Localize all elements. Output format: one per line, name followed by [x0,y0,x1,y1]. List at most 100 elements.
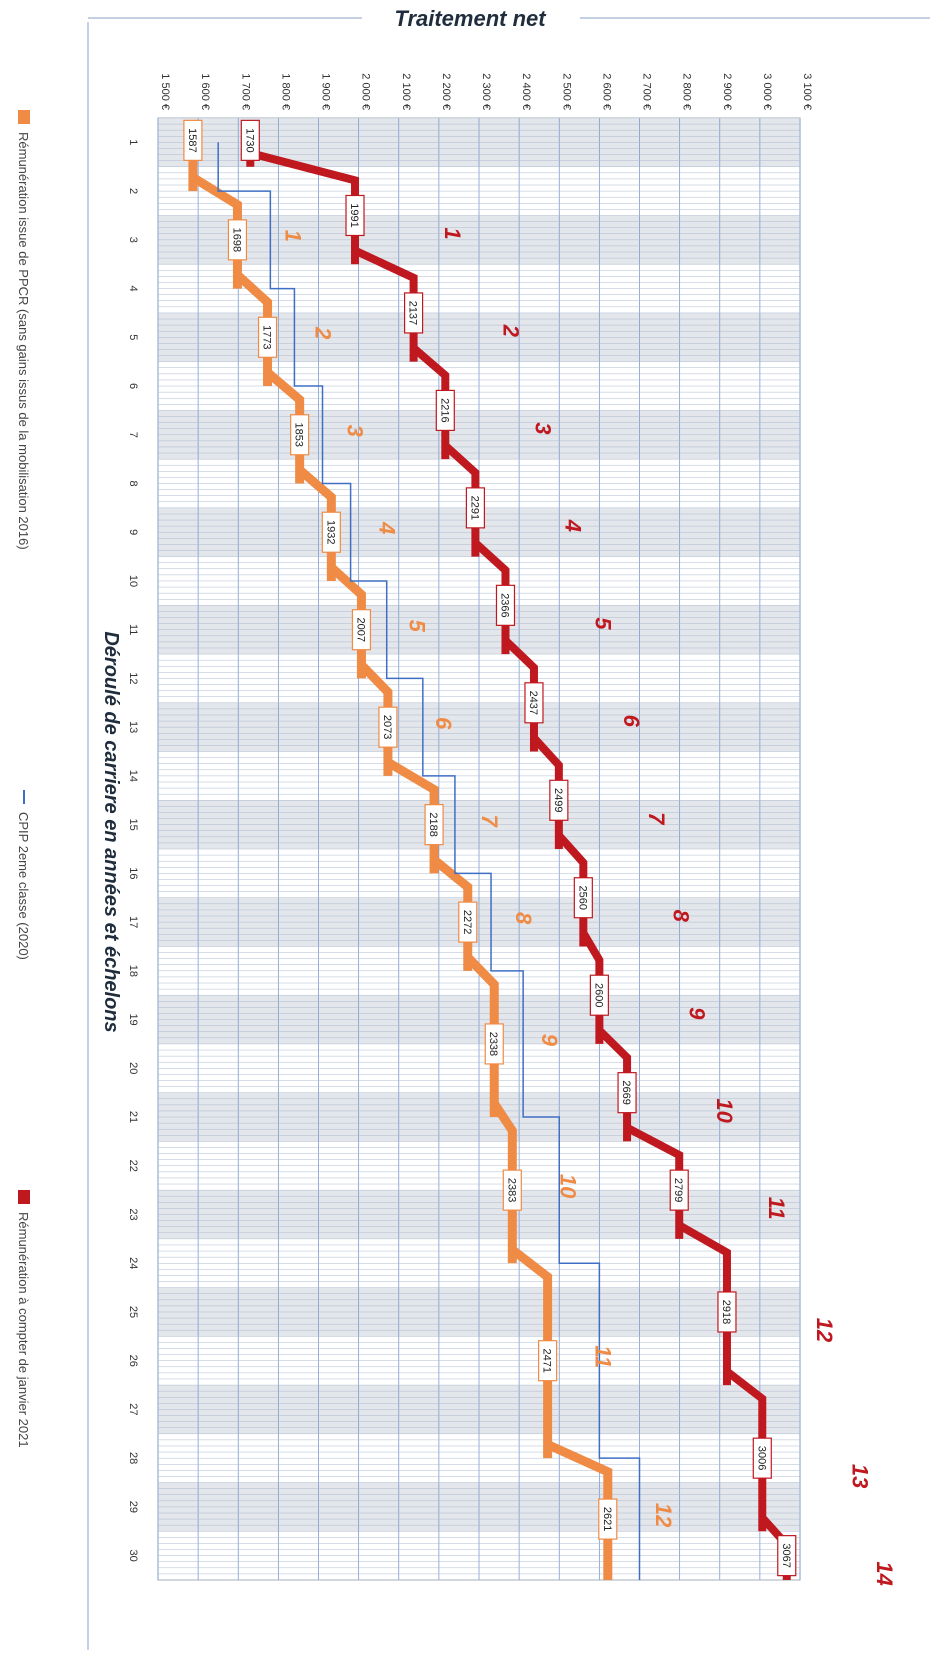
year-tick-label: 27 [127,1403,139,1415]
year-tick-group: 4 [127,286,139,292]
echelon-group: 1 [440,227,465,239]
echelon-group: 9 [684,1007,709,1020]
data-label: 2499 [552,788,564,812]
salary-tick-group: 1 800 € [279,73,291,110]
salary-tick-group: 3 100 € [801,73,813,110]
data-label: 2437 [527,691,539,715]
year-tick-label: 16 [127,867,139,879]
echelon-number: 6 [431,717,456,730]
year-tick-group: 25 [127,1306,139,1318]
data-label-group: 2007 [351,609,372,651]
salary-tick-label: 2 400 € [520,73,532,110]
salary-tick-label: 1 800 € [279,73,291,110]
salary-tick-label: 2 700 € [641,73,653,110]
data-label-box [351,609,372,651]
data-label-group: 2291 [465,487,485,529]
echelon-number: 3 [530,422,555,434]
year-tick-label: 6 [127,383,139,389]
salary-tick-label: 2 300 € [480,73,492,110]
year-tick-label: 3 [127,237,139,243]
year-tick-label: 19 [127,1013,139,1025]
year-tick-label: 25 [127,1306,139,1318]
legend-swatch [18,1190,30,1204]
data-label-group: 1698 [227,219,248,261]
salary-tick-group: 1 700 € [239,73,251,110]
year-tick-group: 19 [127,1013,139,1025]
year-tick-label: 4 [127,286,139,292]
year-tick-label: 21 [127,1111,139,1123]
data-label-group: 2137 [403,292,424,334]
year-tick-group: 18 [127,965,139,977]
salary-tick-label: 1 500 € [159,73,171,110]
year-tick-group: 15 [127,819,139,831]
echelon-group: 11 [591,1345,616,1368]
year-tick-group: 26 [127,1355,139,1367]
data-label: 2272 [461,910,473,934]
year-tick-group: 10 [127,575,139,587]
echelon-number: 11 [764,1197,789,1220]
data-label-group: 1853 [290,414,310,456]
data-label-box [465,487,485,529]
data-label-box [502,1169,522,1211]
data-label-box [617,1072,637,1114]
data-label-box [573,877,593,919]
data-label-group: 3067 [777,1535,797,1577]
data-label-group: 2669 [617,1072,637,1114]
echelon-number: 9 [684,1007,709,1020]
echelon-number: 5 [404,620,429,633]
legend-swatch [18,110,30,124]
data-label: 3006 [755,1446,767,1470]
salary-tick-group: 2 000 € [360,73,372,110]
data-label-box [752,1437,772,1479]
year-tick-group: 6 [127,383,139,389]
year-tick-group: 13 [127,721,139,733]
year-tick-label: 24 [127,1257,139,1269]
data-label-box [435,389,455,431]
data-label: 2560 [576,885,588,909]
data-label-box [669,1169,689,1211]
echelon-group: 7 [644,812,669,826]
year-tick-group: 30 [127,1550,139,1562]
data-label-box [598,1498,618,1540]
data-label-box [538,1340,558,1382]
salary-tick-label: 3 000 € [761,73,773,110]
salary-tick-label: 2 800 € [681,73,693,110]
year-tick-group: 14 [127,770,139,782]
legend-item: Rémunération à compter de janvier 2021 [16,1190,31,1448]
data-label-box [524,682,544,724]
data-label-group: 1932 [321,511,341,553]
year-tick-label: 14 [127,770,139,782]
data-label-group: 2499 [549,779,569,821]
data-label: 1587 [186,128,198,152]
year-tick-label: 1 [127,139,139,145]
year-tick-label: 5 [127,334,139,340]
data-label-box [589,974,609,1016]
salary-tick-group: 2 500 € [560,73,572,110]
legend-label: Rémunération à compter de janvier 2021 [16,1212,31,1448]
data-label-box [458,901,478,943]
data-label-group: 2216 [435,389,455,431]
data-label-box [345,194,365,237]
echelon-number: 8 [668,910,693,923]
year-tick-label: 8 [127,480,139,486]
year-tick-group: 8 [127,480,139,486]
echelon-group: 8 [668,910,693,923]
year-tick-group: 7 [127,432,139,438]
year-tick-label: 28 [127,1452,139,1464]
salary-tick-label: 2 900 € [721,73,733,110]
salary-tick-label: 2 600 € [600,73,612,110]
echelon-number: 6 [619,715,644,728]
data-label-group: 2600 [589,974,609,1016]
data-label: 2073 [381,715,393,739]
echelon-group: 1 [280,230,305,242]
echelon-number: 1 [440,227,465,239]
year-tick-label: 29 [127,1501,139,1513]
salary-tick-group: 2 200 € [440,73,452,110]
x-axis-label: Déroulé de carriere en années et échelon… [100,631,122,1032]
data-label-group: 2437 [524,682,544,724]
year-tick-label: 30 [127,1550,139,1562]
salary-tick-group: 1 500 € [159,73,171,110]
echelon-group: 5 [590,617,615,630]
data-label: 2471 [541,1348,553,1372]
